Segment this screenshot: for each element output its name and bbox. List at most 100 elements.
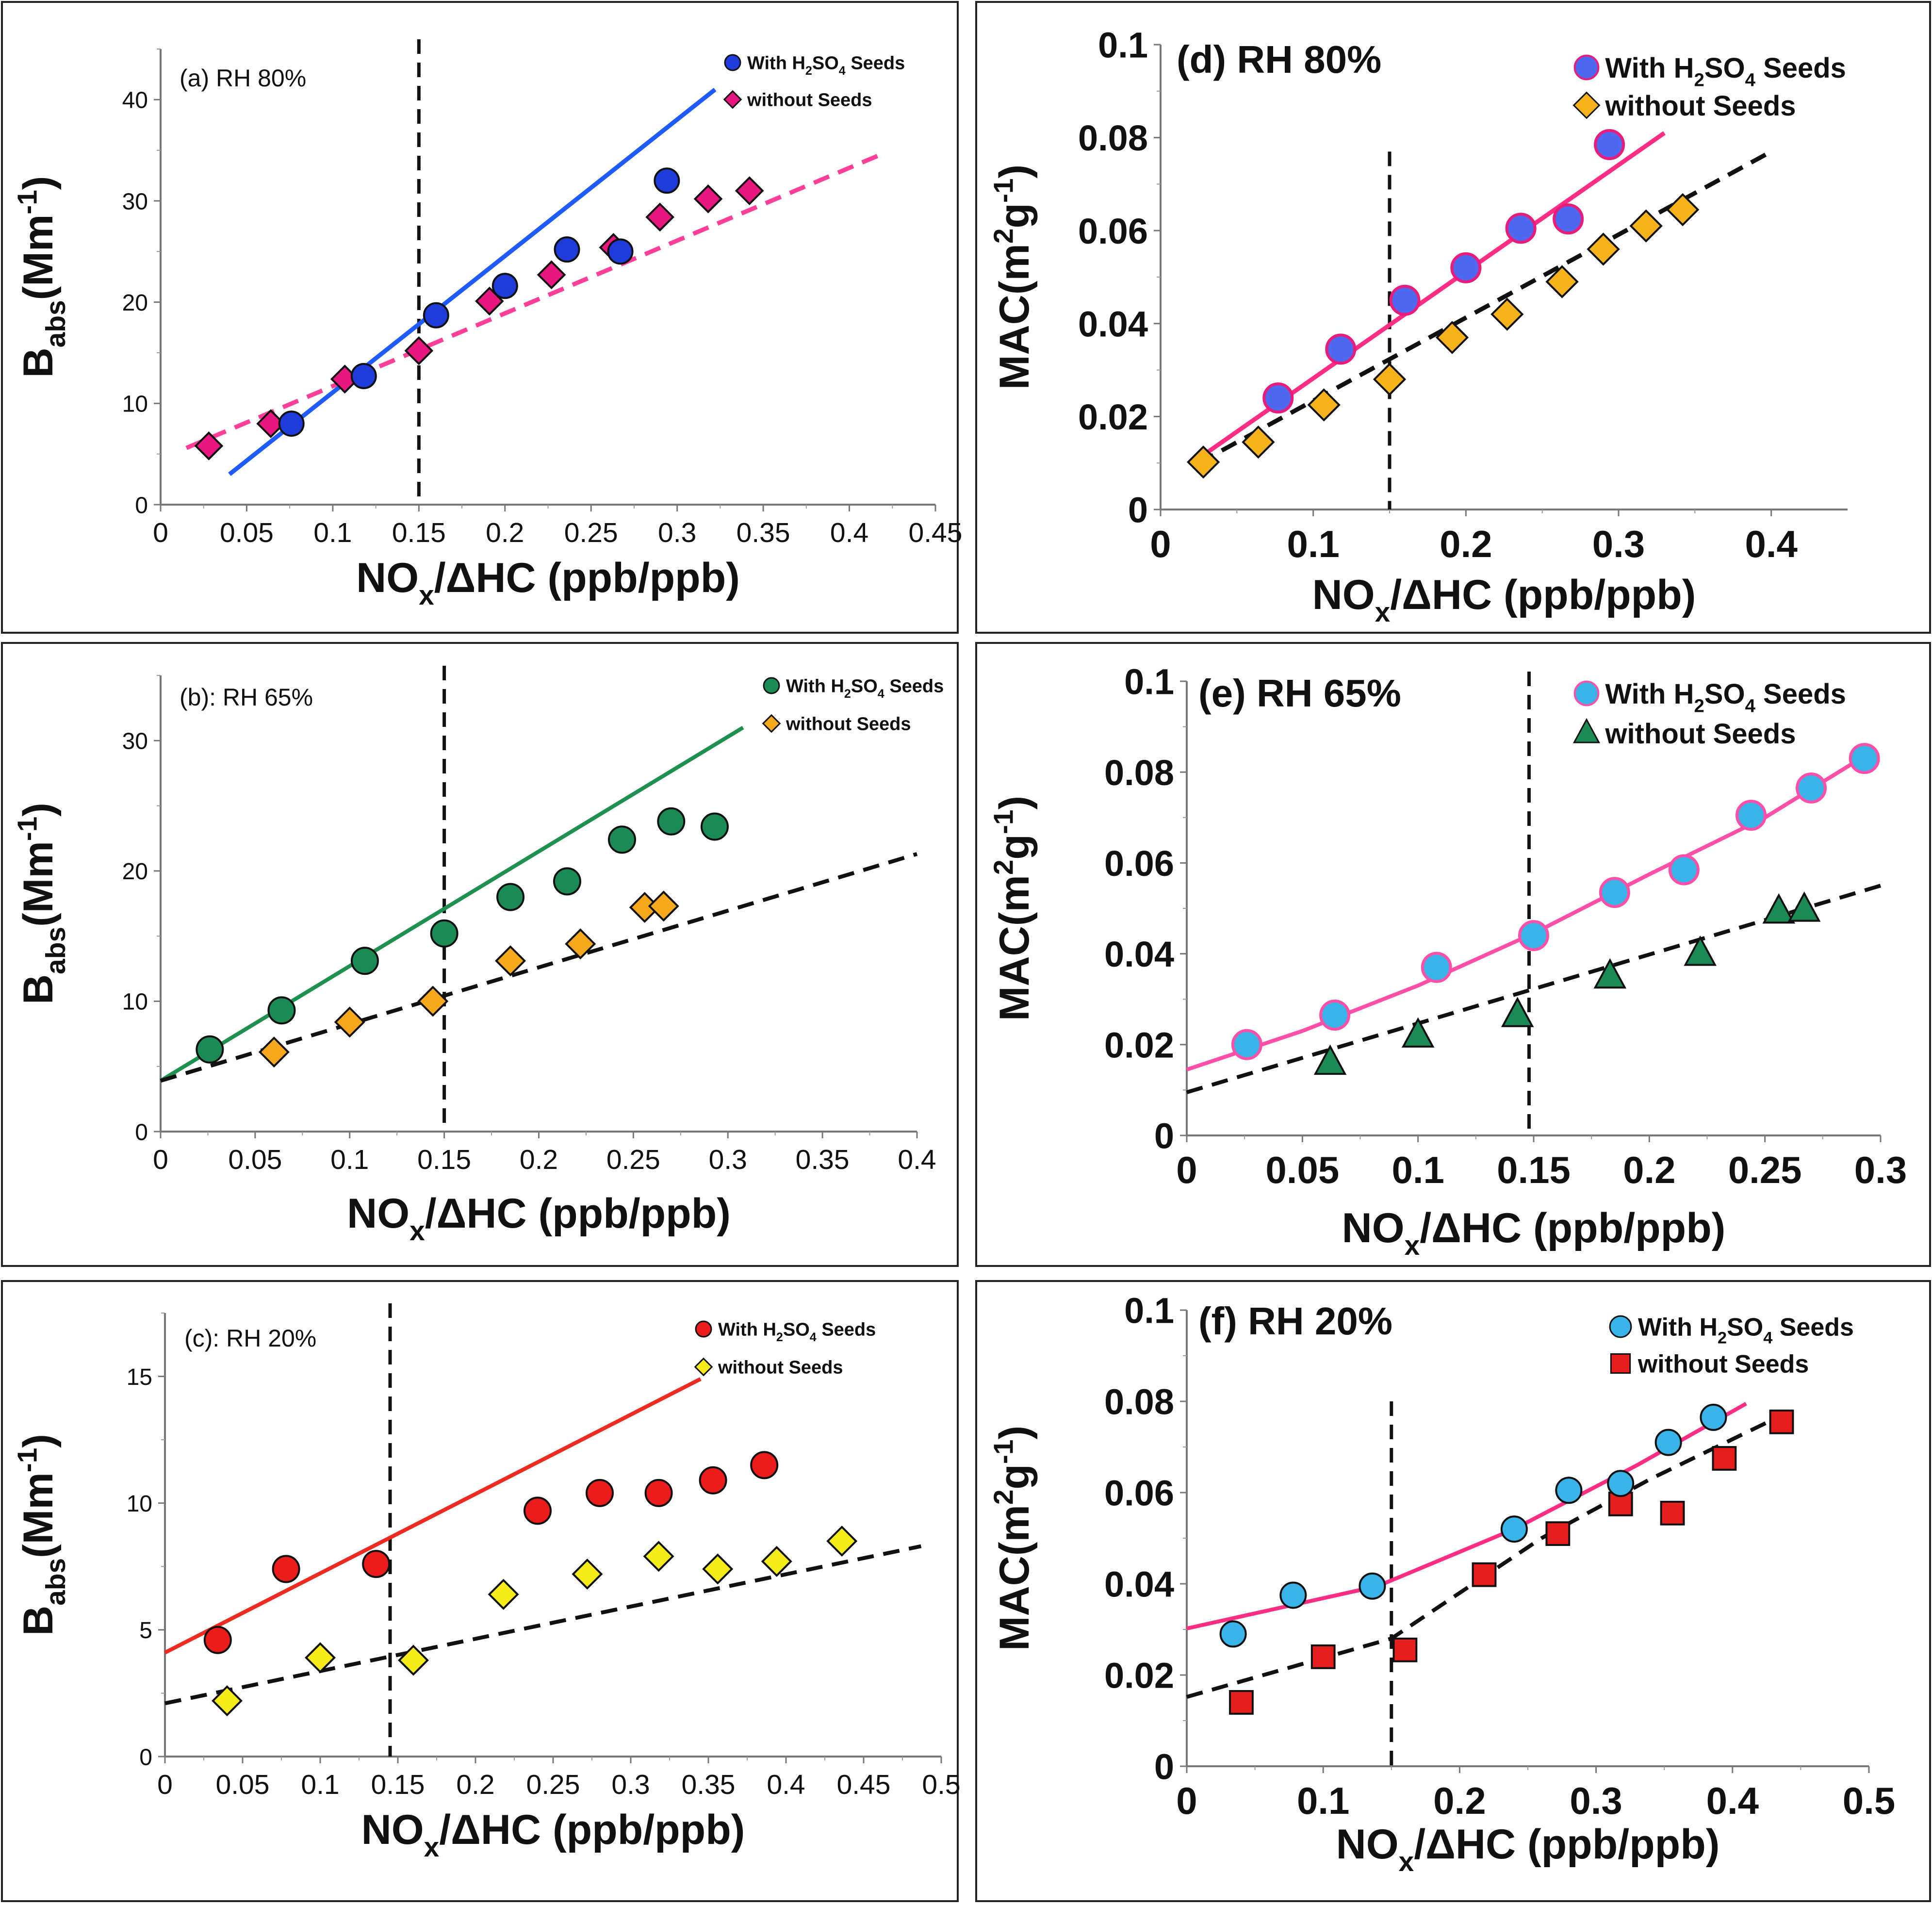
data-point <box>1762 893 1796 924</box>
data-point <box>537 260 566 290</box>
x-tick-label: 0 <box>157 1769 173 1800</box>
data-point <box>1231 1029 1262 1060</box>
data-point <box>1607 1470 1635 1497</box>
legend-label: With H2SO4 Seeds <box>747 53 905 78</box>
x-axis-title: NOx/ΔHC (ppb/ppb) <box>356 555 740 611</box>
text-span: /ΔHC (ppb/ppb) <box>425 1190 731 1237</box>
data-point <box>565 928 596 960</box>
data-point <box>763 677 780 694</box>
series-with-seeds <box>1231 743 1880 1060</box>
text-span: H <box>831 676 844 697</box>
x-tick-label: 0.2 <box>1440 523 1492 565</box>
x-tick-label: 0.1 <box>301 1769 339 1800</box>
text-span: m <box>991 1505 1038 1542</box>
text-span: SO <box>851 676 878 697</box>
text-span: With <box>1638 1314 1700 1342</box>
series-with-seeds <box>203 1451 779 1654</box>
y-axis-title-group: Babs(Mm-1) <box>12 176 71 378</box>
text-span: ) <box>15 176 62 190</box>
data-point <box>572 1558 603 1590</box>
y-axis-title-group: MAC(m2g-1) <box>988 164 1038 390</box>
panel-title: (d) RH 80% <box>1177 38 1381 81</box>
text-span: abs <box>41 1558 71 1606</box>
panel-title: (c): RH 20% <box>184 1325 316 1352</box>
x-tick-label: 0.4 <box>898 1144 936 1175</box>
text-span: Seeds <box>846 53 905 74</box>
text-span: 2 <box>1694 69 1704 90</box>
x-tick-label: 0.45 <box>909 517 963 548</box>
text-span: Seeds <box>884 676 944 697</box>
x-tick-label: 0 <box>1176 1149 1197 1191</box>
x-tick-label: 0.1 <box>1287 523 1339 565</box>
y-axis-title-group: MAC(m2g-1) <box>988 1426 1038 1651</box>
legend-entry: without Seeds <box>762 714 911 735</box>
x-tick-label: 0.1 <box>313 517 352 548</box>
y-tick-label: 30 <box>122 729 148 755</box>
text-span: without Seeds <box>1605 718 1796 750</box>
series-without-seeds <box>212 1526 858 1717</box>
data-point <box>1490 297 1524 331</box>
data-point <box>258 1036 290 1068</box>
chart-panel-f: 0 0.1 0.2 0.3 0.4 0.500.020.040.060.080.1NOx/… <box>975 1280 1931 1902</box>
text-span: With <box>747 53 792 74</box>
data-point <box>194 431 224 460</box>
text-span: MAC( <box>991 280 1038 390</box>
text-span: g <box>991 1464 1038 1490</box>
data-point <box>1279 1581 1307 1609</box>
x-tick-label: 0.35 <box>796 1144 850 1175</box>
data-point <box>1392 1637 1418 1662</box>
y-tick-label: 0 <box>135 1119 148 1145</box>
legend-entry: without Seeds <box>1572 90 1796 122</box>
text-span: x <box>419 580 434 611</box>
data-point <box>761 1545 792 1577</box>
text-span: NO <box>347 1190 409 1237</box>
data-point <box>694 1357 713 1377</box>
x-tick-label: 0.15 <box>417 1144 471 1175</box>
text-span: 4 <box>1745 69 1756 90</box>
data-point <box>1572 91 1601 119</box>
legend-label: without Seeds <box>1605 90 1796 122</box>
y-axis-title: MAC(m2g-1) <box>988 164 1038 390</box>
text-span: SO <box>1727 1314 1763 1342</box>
data-point <box>196 1035 224 1064</box>
legend-label: without Seeds <box>1637 1350 1809 1379</box>
x-tick-label: 0.15 <box>392 517 446 548</box>
data-point <box>1389 284 1421 316</box>
text-span: without Seeds <box>747 90 872 111</box>
text-span: Mm <box>15 841 62 913</box>
panel-title: (b): RH 65% <box>180 684 313 711</box>
x-tick-label: 0.2 <box>520 1144 558 1175</box>
text-span: Seeds <box>1755 678 1846 710</box>
panel-frame <box>975 642 1931 1267</box>
fit-line-no-seeds <box>164 1544 922 1706</box>
data-point <box>702 1553 734 1585</box>
data-point <box>1712 1446 1737 1471</box>
x-tick-label: 0.25 <box>1728 1149 1802 1191</box>
text-span: x <box>1399 1847 1414 1877</box>
text-span: /ΔHC (ppb/ppb) <box>1420 1205 1725 1251</box>
data-point <box>1593 958 1627 989</box>
data-point <box>524 1496 552 1525</box>
y-axis-title: MAC(m2g-1) <box>988 796 1038 1021</box>
text-span: /ΔHC (ppb/ppb) <box>1390 572 1696 618</box>
text-span: m <box>991 244 1038 280</box>
text-span: NO <box>1336 1821 1399 1868</box>
x-tick-label: 0.25 <box>564 517 618 548</box>
data-point <box>1629 209 1663 243</box>
chart-panel-d: 0 0.1 0.2 0.3 0.4 0 0.02 0.04 0.06 0.08 0.1 NOx/ΔHC… <box>975 1 1931 634</box>
text-span: ( <box>15 1544 62 1558</box>
y-tick-label: 0.06 <box>1104 1473 1174 1513</box>
text-span: ) <box>15 1434 62 1448</box>
data-point <box>1769 1409 1794 1434</box>
text-span: Mm <box>15 1472 62 1544</box>
text-span: -1 <box>12 817 43 841</box>
x-tick-label: 0.2 <box>486 517 524 548</box>
x-tick-label: 0.3 <box>1854 1149 1907 1191</box>
x-tick-label: 0.1 <box>330 1144 369 1175</box>
text-span: SO <box>1704 678 1745 710</box>
data-point <box>553 867 581 896</box>
text-span: ) <box>991 1426 1038 1440</box>
text-span: With <box>1605 678 1673 710</box>
text-span: 2 <box>988 229 1019 244</box>
data-point <box>644 1479 673 1507</box>
